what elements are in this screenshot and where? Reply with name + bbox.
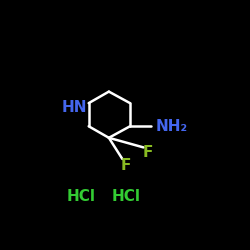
Text: HCl: HCl (66, 189, 96, 204)
Text: NH₂: NH₂ (156, 119, 188, 134)
Text: HN: HN (62, 100, 87, 116)
Text: HCl: HCl (112, 189, 141, 204)
Text: F: F (121, 158, 132, 173)
Text: F: F (142, 145, 152, 160)
